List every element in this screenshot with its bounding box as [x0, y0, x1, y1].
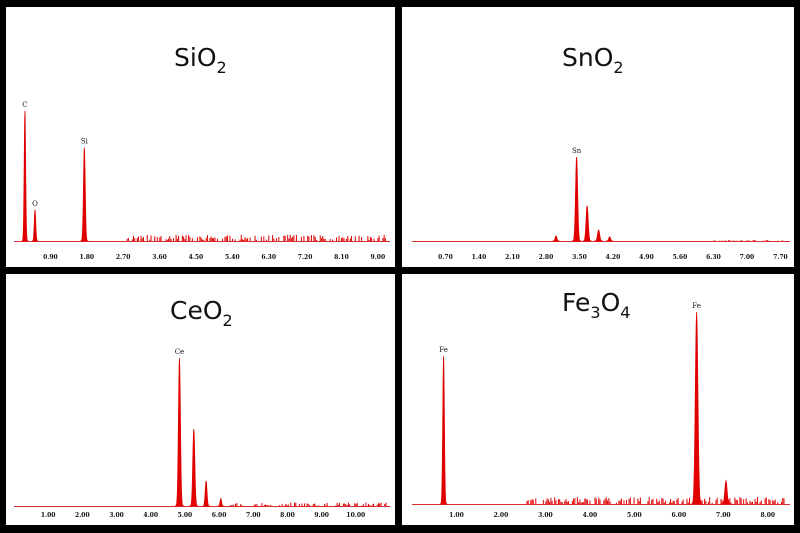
x-tick-label: 7.00 [716, 512, 731, 519]
peak-label: Fe [692, 302, 701, 310]
x-tick-label: 7.00 [740, 254, 755, 261]
x-tick-label: 8.00 [760, 512, 775, 519]
spectrum-peak [721, 479, 731, 505]
x-tick-label: 2.00 [75, 512, 90, 519]
x-tick-label: 7.70 [773, 254, 788, 261]
x-tick-label: 6.30 [261, 254, 276, 261]
sno2-spectrum-panel: SnO2 Sn 0.70 1.40 2.10 2.80 3.50 4.20 4.90 5.60 6… [402, 7, 794, 267]
x-tick-label: 2.10 [505, 254, 520, 261]
spectrum-peak [582, 205, 592, 242]
title-subscript: 2 [216, 58, 227, 77]
spectrum-peak [606, 236, 614, 242]
spectrum-peak [189, 429, 199, 507]
x-tick-label: 2.80 [539, 254, 554, 261]
panel-title: SiO2 [174, 43, 227, 76]
title-text: O [600, 288, 621, 317]
panel-title: Fe3O4 [562, 288, 630, 321]
x-tick-label: 7.20 [298, 254, 313, 261]
x-tick-label: 4.90 [639, 254, 654, 261]
peak-label: Fe [439, 346, 448, 354]
x-tick-label: 8.10 [334, 254, 349, 261]
panel-title: SnO2 [562, 43, 624, 76]
x-tick-label: 5.00 [627, 512, 642, 519]
spectrum-peak [31, 209, 39, 242]
x-tick-label: 9.00 [371, 254, 386, 261]
x-tick-label: 6.30 [706, 254, 721, 261]
x-tick-label: 3.00 [109, 512, 124, 519]
x-tick-label: 1.00 [41, 512, 56, 519]
spectrum-peak [439, 356, 448, 505]
x-tick-label: 3.50 [572, 254, 587, 261]
spectrum-peak [594, 229, 603, 242]
x-tick-label: 6.00 [212, 512, 227, 519]
x-tick-label: 7.00 [246, 512, 261, 519]
spectrum-peak [217, 497, 224, 507]
x-tick-label: 5.60 [673, 254, 688, 261]
x-tick-label: 6.00 [672, 512, 687, 519]
spectrum-peak [21, 110, 29, 242]
peak-label: Ce [175, 348, 185, 356]
title-text: Fe [562, 288, 591, 317]
spectrum-peak [202, 480, 210, 507]
x-tick-label: 5.40 [225, 254, 240, 261]
x-tick-label: 8.00 [280, 512, 295, 519]
spectrum-chart: Sn 0.70 1.40 2.10 2.80 3.50 4.20 4.90 5.60 6.30 7.… [412, 147, 790, 261]
peak-label: Si [81, 137, 89, 145]
sio2-spectrum-panel: SiO2 C O Si 0.90 1.80 2.70 3.60 4.50 5.40 6.30 7.2… [6, 7, 395, 267]
peak-label: Sn [572, 147, 582, 155]
title-text: SnO [562, 43, 614, 72]
x-tick-label: 4.20 [606, 254, 621, 261]
title-subscript: 2 [222, 311, 233, 330]
spectrum-chart: C O Si 0.90 1.80 2.70 3.60 4.50 5.40 6.30 7.20 8.10… [14, 101, 390, 261]
title-subscript: 4 [620, 303, 631, 322]
x-tick-label: 0.90 [43, 254, 58, 261]
spectrum-peak [80, 147, 89, 242]
fe3o4-spectrum-panel: Fe3O4 Fe Fe 1.00 2.00 3.00 4.00 5.00 6.00 7.00 8.… [402, 274, 794, 525]
x-tick-label: 0.70 [438, 254, 453, 261]
spectrum-peak [174, 357, 184, 507]
spectrum-chart: Ce 1.00 2.00 3.00 4.00 5.00 6.00 7.00 8.00 9.00 10… [14, 348, 390, 519]
x-tick-label: 4.00 [583, 512, 598, 519]
panel-title: CeO2 [170, 296, 233, 329]
x-tick-label: 5.00 [178, 512, 193, 519]
x-tick-label: 1.00 [449, 512, 464, 519]
spectrum-chart: Fe Fe 1.00 2.00 3.00 4.00 5.00 6.00 7.00 8.00 [412, 302, 790, 519]
ceo2-spectrum-panel: CeO2 Ce 1.00 2.00 3.00 4.00 5.00 6.00 7.00 8.00 9… [6, 274, 395, 525]
peak-label: O [32, 200, 38, 208]
title-subscript: 2 [613, 58, 624, 77]
title-subscript: 3 [590, 303, 601, 322]
x-tick-label: 10.00 [346, 512, 365, 519]
spectrum-peak [690, 311, 703, 505]
x-tick-label: 3.00 [538, 512, 553, 519]
x-tick-label: 1.80 [79, 254, 94, 261]
x-tick-label: 1.40 [472, 254, 487, 261]
title-text: SiO [174, 43, 217, 72]
title-text: CeO [170, 296, 223, 325]
spectrum-peak [552, 235, 560, 242]
x-tick-label: 3.60 [152, 254, 167, 261]
x-tick-label: 4.50 [189, 254, 204, 261]
x-tick-label: 2.70 [116, 254, 131, 261]
peak-label: C [22, 101, 27, 109]
spectrum-peak [571, 156, 582, 242]
x-tick-label: 4.00 [143, 512, 158, 519]
x-tick-label: 2.00 [494, 512, 509, 519]
x-tick-label: 9.00 [314, 512, 329, 519]
